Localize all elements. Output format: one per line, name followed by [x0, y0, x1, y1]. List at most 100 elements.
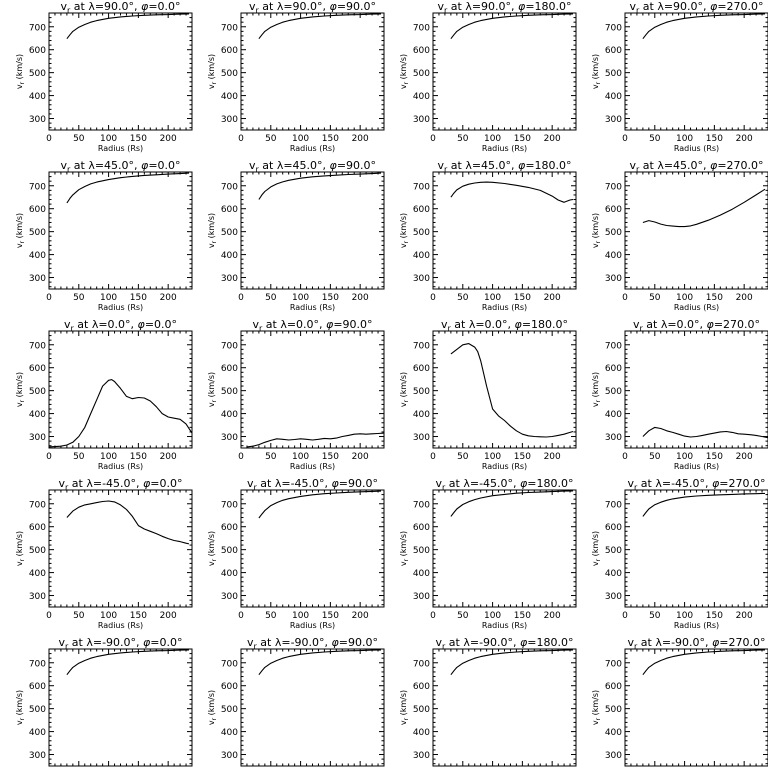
x-tick-label: 0	[238, 293, 244, 303]
y-tick-label: 700	[413, 659, 430, 669]
panel-3: vr at λ=90.0°, φ=180.0° 0 50 100 150 200 300 40…	[399, 0, 577, 153]
panel-title: vr at λ=45.0°, φ=90.0°	[249, 159, 376, 174]
x-tick-label: 150	[130, 134, 147, 144]
x-tick-label: 150	[322, 134, 339, 144]
y-axis-label: vr (km/s)	[591, 531, 602, 566]
x-tick-label: 150	[322, 452, 339, 462]
x-tick-label: 200	[352, 293, 369, 303]
x-tick-label: 150	[514, 452, 531, 462]
y-tick-label: 600	[221, 523, 238, 533]
y-tick-label: 300	[605, 592, 622, 602]
y-tick-label: 300	[29, 115, 46, 125]
series-line	[246, 432, 385, 448]
y-axis-label: vr (km/s)	[591, 372, 602, 407]
y-axis-label: vr (km/s)	[15, 690, 26, 725]
y-tick-label: 400	[413, 569, 430, 579]
x-tick-label: 150	[514, 611, 531, 621]
panel-title: vr at λ=0.0°, φ=0.0°	[64, 318, 177, 333]
panel-7: vr at λ=45.0°, φ=180.0° 0 50 100 150 200 300 40…	[399, 159, 577, 312]
y-tick-label: 300	[221, 274, 238, 284]
x-tick-label: 200	[160, 134, 177, 144]
y-tick-label: 500	[413, 69, 430, 79]
panel-title: vr at λ=-90.0°, φ=90.0°	[247, 636, 378, 651]
x-tick-label: 50	[265, 134, 277, 144]
panel-title: vr at λ=-90.0°, φ=0.0°	[58, 636, 182, 651]
x-tick-label: 100	[100, 293, 117, 303]
y-tick-label: 300	[221, 433, 238, 443]
panel-title: vr at λ=0.0°, φ=270.0°	[633, 318, 760, 333]
y-tick-label: 600	[29, 46, 46, 56]
y-tick-label: 600	[29, 682, 46, 692]
plot-frame	[240, 489, 385, 608]
y-tick-label: 500	[221, 228, 238, 238]
panel-title: vr at λ=-45.0°, φ=0.0°	[58, 477, 182, 492]
plot-frame	[432, 171, 577, 290]
panel-9: vr at λ=0.0°, φ=0.0° 0 50 100 150 200 300 400 50…	[15, 318, 193, 471]
x-tick-label: 150	[706, 293, 723, 303]
panel-17: vr at λ=-90.0°, φ=0.0°050100150200300400…	[15, 636, 193, 767]
y-tick-label: 500	[413, 546, 430, 556]
x-tick-label: 0	[238, 134, 244, 144]
y-tick-label: 300	[413, 433, 430, 443]
y-tick-label: 700	[413, 23, 430, 33]
x-tick-label: 200	[736, 134, 753, 144]
series-line	[66, 13, 190, 40]
x-tick-label: 200	[544, 293, 561, 303]
y-tick-label: 600	[605, 523, 622, 533]
x-tick-label: 100	[292, 611, 309, 621]
x-axis-label: Radius (Rs)	[290, 621, 335, 630]
y-tick-label: 500	[29, 546, 46, 556]
x-tick-label: 100	[484, 293, 501, 303]
panel-title: vr at λ=0.0°, φ=90.0°	[252, 318, 372, 333]
x-axis-label: Radius (Rs)	[674, 621, 719, 630]
series-line	[258, 490, 382, 519]
x-tick-label: 50	[457, 452, 469, 462]
y-tick-label: 500	[29, 387, 46, 397]
plot-frame	[432, 330, 577, 449]
y-tick-label: 600	[29, 364, 46, 374]
x-tick-label: 0	[430, 134, 436, 144]
x-tick-label: 150	[130, 611, 147, 621]
plot-frame	[432, 489, 577, 608]
series-line	[450, 649, 574, 676]
y-tick-label: 700	[221, 23, 238, 33]
plot-frame	[624, 489, 768, 608]
y-axis-label: vr (km/s)	[399, 531, 410, 566]
panel-title: vr at λ=45.0°, φ=270.0°	[629, 159, 763, 174]
x-tick-label: 150	[706, 134, 723, 144]
y-tick-label: 500	[605, 228, 622, 238]
plot-frame	[240, 12, 385, 131]
x-tick-label: 100	[292, 134, 309, 144]
y-tick-label: 400	[221, 569, 238, 579]
series-line	[258, 649, 382, 676]
x-tick-label: 200	[160, 293, 177, 303]
y-tick-label: 700	[29, 182, 46, 192]
y-tick-label: 300	[221, 115, 238, 125]
y-tick-label: 400	[29, 569, 46, 579]
y-tick-label: 700	[29, 500, 46, 510]
y-tick-label: 300	[605, 433, 622, 443]
panel-16: vr at λ=-45.0°, φ=270.0° 0 50 100 150 200 300 4…	[591, 477, 768, 630]
y-tick-label: 700	[605, 341, 622, 351]
y-tick-label: 700	[221, 182, 238, 192]
panel-title: vr at λ=-90.0°, φ=270.0°	[627, 636, 765, 651]
panel-14: vr at λ=-45.0°, φ=90.0° 0 50 100 150 200 300 40…	[207, 477, 385, 630]
x-axis-label: Radius (Rs)	[674, 144, 719, 153]
x-tick-label: 200	[736, 452, 753, 462]
y-axis-label: vr (km/s)	[15, 531, 26, 566]
y-tick-label: 400	[605, 251, 622, 261]
y-tick-label: 400	[413, 92, 430, 102]
x-tick-label: 100	[676, 611, 693, 621]
x-axis-label: Radius (Rs)	[98, 144, 143, 153]
panel-8: vr at λ=45.0°, φ=270.0° 0 50 100 150 200 300 40…	[591, 159, 768, 312]
series-line	[66, 172, 190, 204]
x-axis-label: Radius (Rs)	[98, 621, 143, 630]
y-tick-label: 500	[221, 69, 238, 79]
plot-frame	[624, 648, 768, 767]
x-tick-label: 100	[484, 611, 501, 621]
series-line	[258, 13, 382, 40]
series-line	[450, 343, 574, 438]
panel-6: vr at λ=45.0°, φ=90.0° 0 50 100 150 200 300 400…	[207, 159, 385, 312]
panel-10: vr at λ=0.0°, φ=90.0° 0 50 100 150 200 300 400 5…	[207, 318, 385, 471]
